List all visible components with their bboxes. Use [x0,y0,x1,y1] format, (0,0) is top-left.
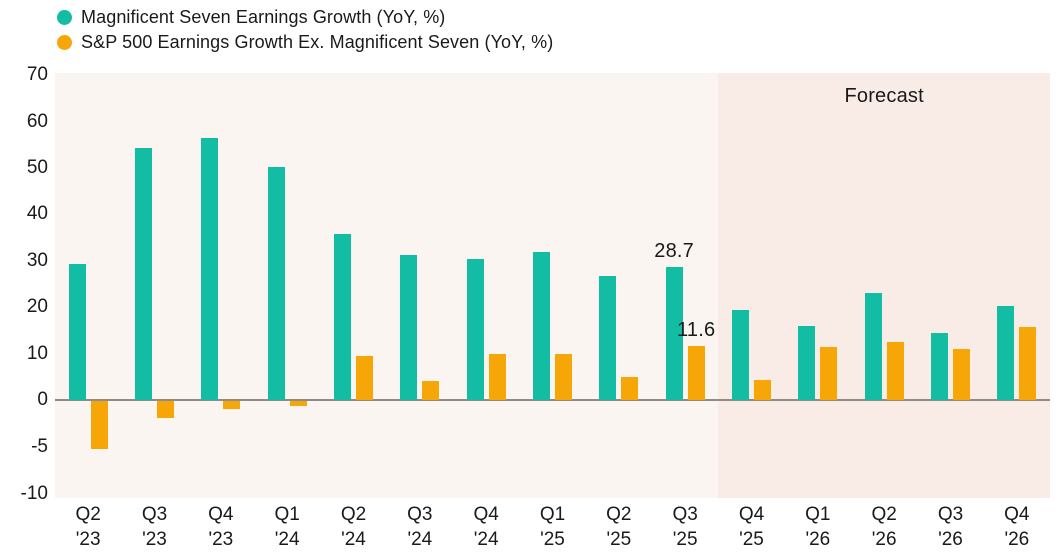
bar-sp500-ex-mag7-Q326 [953,348,970,400]
x-tick-label: Q3'23 [141,504,168,550]
bar-mag7-Q223 [68,263,86,400]
bar-sp500-ex-mag7-Q425 [754,379,771,400]
legend-label-mag7: Magnificent Seven Earnings Growth (YoY, … [81,7,446,27]
bar-sp500-ex-mag7-Q126 [820,347,838,400]
bar-sp500-ex-mag7-Q424 [488,354,506,400]
bar-sp500-ex-mag7-Q426 [1019,327,1037,400]
bar-sp500-ex-mag7-Q423 [223,401,241,410]
legend-item-mag7: Magnificent Seven Earnings Growth (YoY, … [57,6,553,29]
bar-mag7-Q326 [931,333,948,400]
y-tick-label: 0 [37,389,48,410]
chart-legend: Magnificent Seven Earnings Growth (YoY, … [57,6,553,54]
bar-sp500-ex-mag7-Q324 [422,380,440,400]
orange-dot-icon [57,35,72,50]
y-tick-label: 30 [26,249,48,271]
bar-mag7-Q426 [997,305,1015,400]
forecast-label: Forecast [844,85,924,107]
bar-sp500-ex-mag7-Q124 [289,401,307,406]
bar-value-label: 28.7 [654,239,695,262]
bar-mag7-Q423 [201,138,219,400]
x-tick-label: Q4'23 [208,504,234,550]
bar-mag7-Q126 [798,326,816,400]
y-tick-label: 60 [26,110,48,132]
bar-sp500-ex-mag7-Q323 [157,401,174,418]
bar-mag7-Q225 [599,276,617,400]
bar-sp500-ex-mag7-Q223 [90,401,108,449]
x-tick-label: Q3'26 [937,504,964,550]
forecast-band [718,73,1050,498]
x-tick-label: Q3'24 [407,504,433,550]
bar-sp500-ex-mag7-Q125 [555,353,572,400]
x-tick-label: Q4'24 [473,504,499,550]
y-tick-label: -5 [31,436,48,457]
x-tick-label: Q2'25 [606,504,632,550]
x-tick-label: Q1'24 [274,504,300,550]
x-tick-label: Q4'26 [1004,504,1030,550]
bar-mag7-Q124 [267,167,285,400]
y-tick-label: 40 [26,203,48,225]
bar-mag7-Q125 [533,252,550,400]
y-tick-label: 50 [26,157,48,179]
bar-value-label: 11.6 [677,319,716,342]
legend-label-sp500-ex-mag7: S&P 500 Earnings Growth Ex. Magnificent … [81,32,554,52]
x-tick-label: Q2'26 [871,504,897,550]
x-tick-label: Q3'25 [672,504,698,550]
bar-mag7-Q226 [864,292,882,400]
bar-sp500-ex-mag7-Q225 [621,376,639,400]
teal-dot-icon [57,10,72,25]
x-tick-label: Q1'26 [805,504,831,550]
x-tick-label: Q2'23 [75,504,101,550]
legend-item-sp500-ex-mag7: S&P 500 Earnings Growth Ex. Magnificent … [57,31,553,54]
bar-mag7-Q224 [334,233,351,400]
bar-mag7-Q325 [665,266,683,400]
x-tick-label: Q1'25 [539,504,566,550]
bar-mag7-Q424 [466,259,484,400]
y-tick-label: -10 [20,483,48,504]
bar-mag7-Q425 [732,309,749,400]
bar-sp500-ex-mag7-Q325 [687,346,705,400]
bar-mag7-Q323 [135,148,152,400]
x-tick-label: Q2'24 [340,504,367,550]
y-tick-label: 70 [26,64,48,86]
bar-sp500-ex-mag7-Q226 [886,342,904,400]
bar-sp500-ex-mag7-Q224 [356,356,373,400]
x-tick-label: Q4'25 [738,504,765,550]
zero-axis-line [55,399,1050,401]
y-tick-label: 20 [26,296,48,318]
bar-mag7-Q324 [400,255,418,400]
y-tick-label: 10 [26,342,48,364]
